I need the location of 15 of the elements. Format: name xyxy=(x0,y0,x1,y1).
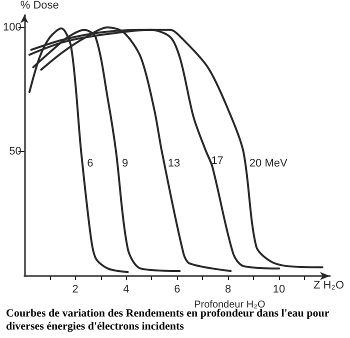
y-axis-title: % Dose xyxy=(20,0,59,12)
text: Courbes de variation des Rendements en profondeur dans l'eau pour diverses énergies d'électrons incidents xyxy=(6,308,332,332)
x-tick-label: 2 xyxy=(72,284,78,296)
x-tick-label: 4 xyxy=(123,284,130,296)
y-tick-label: 100 xyxy=(2,21,22,34)
series-label: 9 xyxy=(122,158,128,170)
series-label: 20 MeV xyxy=(249,158,288,170)
series-label: 13 xyxy=(168,158,180,170)
y-tick-label: 50 xyxy=(9,146,22,158)
x-tick-label: 8 xyxy=(225,284,232,296)
x-tick-label: 10 xyxy=(272,284,286,296)
series-label: 17 xyxy=(211,155,224,168)
x-tick-label: 6 xyxy=(174,284,180,296)
text: Z H₂O xyxy=(313,280,344,292)
series-label: 6 xyxy=(87,158,94,170)
